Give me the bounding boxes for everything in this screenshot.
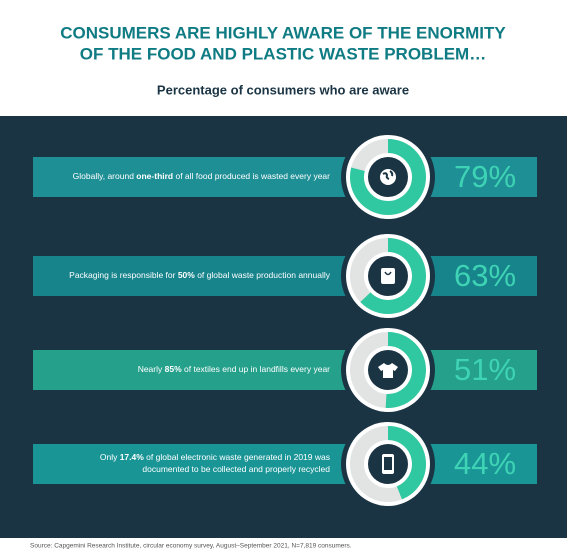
statement-part: 17.4% — [120, 452, 145, 462]
icon-shape — [378, 363, 398, 378]
icon — [381, 268, 395, 284]
statement-bar — [33, 157, 537, 197]
statement-part: one-third — [136, 171, 173, 181]
statement: Globally, around one-third of all food p… — [73, 171, 331, 181]
statement-part: of global electronic waste generated in … — [144, 452, 330, 462]
statement-part: Only — [100, 452, 120, 462]
statement-part: Globally, around — [73, 171, 137, 181]
statement-part: Packaging is responsible for — [69, 270, 178, 280]
value-label: 44% — [454, 446, 516, 481]
icon-shape — [384, 271, 392, 276]
statement-part: Nearly — [138, 364, 165, 374]
statement-bar — [33, 350, 537, 390]
icon — [380, 169, 396, 185]
title-line: CONSUMERS ARE HIGHLY AWARE OF THE ENORMI… — [60, 23, 506, 42]
statement-part: documented to be collected and properly … — [142, 464, 330, 474]
donut-arc — [360, 238, 426, 314]
statement: Only 17.4% of global electronic waste ge… — [100, 452, 330, 462]
icon — [382, 454, 394, 474]
statement-part: 85% — [165, 364, 182, 374]
statement: Packaging is responsible for 50% of glob… — [69, 270, 331, 280]
statement-part: 50% — [178, 270, 195, 280]
statement-bar — [33, 444, 537, 484]
source: Source: Capgemini Research Institute, ci… — [30, 543, 352, 550]
statement-part: of all food produced is wasted every yea… — [173, 171, 330, 181]
icon-shape — [382, 170, 394, 180]
donut-arc — [387, 426, 426, 500]
statement-bar — [33, 256, 537, 296]
statement-part: of textiles end up in landfills every ye… — [182, 364, 331, 374]
donut-arc — [350, 139, 426, 215]
statement: documented to be collected and properly … — [142, 464, 330, 474]
icon — [378, 363, 398, 378]
title-line: OF THE FOOD AND PLASTIC WASTE PROBLEM… — [80, 44, 486, 63]
icon-shape — [380, 169, 396, 185]
donut-arc — [385, 332, 426, 408]
statement: Nearly 85% of textiles end up in landfil… — [138, 364, 330, 374]
value-label: 79% — [454, 159, 516, 194]
subtitle: Percentage of consumers who are aware — [157, 82, 409, 97]
icon-shape — [381, 268, 395, 284]
icon-shape — [384, 457, 392, 470]
value-label: 51% — [454, 352, 516, 387]
value-label: 63% — [454, 258, 516, 293]
statement-part: of global waste production annually — [195, 270, 331, 280]
